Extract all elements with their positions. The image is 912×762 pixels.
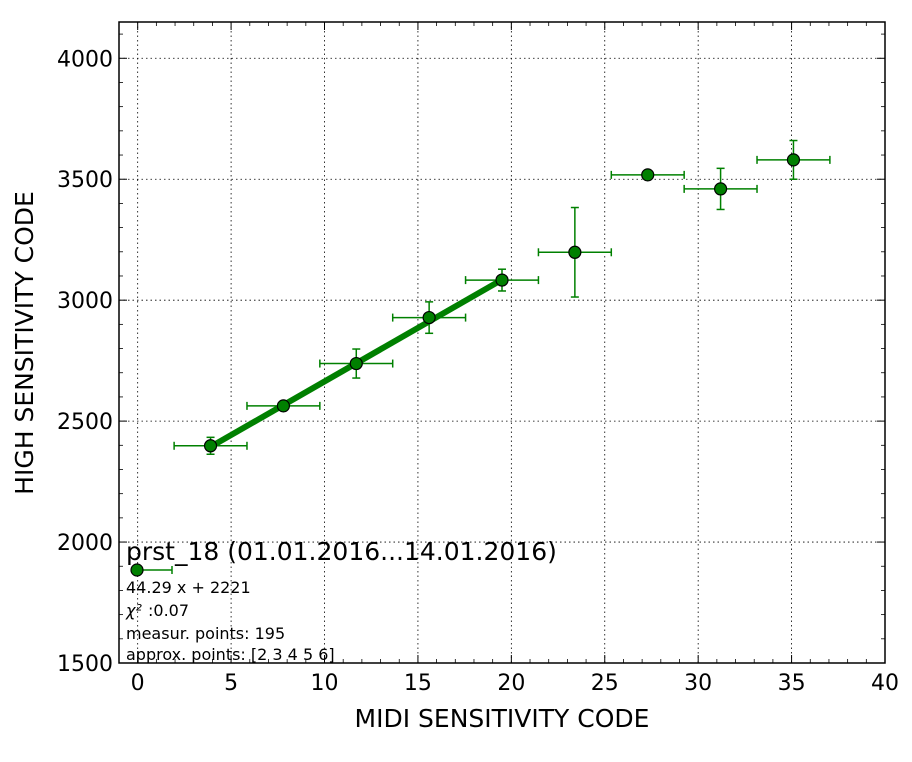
data-point <box>641 168 655 182</box>
x-tick-label: 0 <box>131 671 145 696</box>
x-tick-label: 30 <box>684 671 712 696</box>
x-tick-label: 40 <box>871 671 899 696</box>
data-point <box>568 245 582 259</box>
grid <box>119 22 886 664</box>
y-tick-label: 2500 <box>57 410 113 435</box>
data-point <box>276 399 291 413</box>
x-axis-title: MIDI SENSITIVITY CODE <box>355 704 650 733</box>
y-tick-label: 4000 <box>57 47 113 72</box>
tick-labels: 0 5 10 15 20 25 30 35 40 1500 2000 2500 3000 3500 4000 <box>57 47 899 696</box>
error-bars <box>173 139 831 456</box>
x-tick-label: 25 <box>591 671 619 696</box>
plot-frame <box>118 21 886 664</box>
legend-approx-points: approx. points: [2 3 4 5 6] <box>126 645 335 664</box>
data-point <box>422 310 436 325</box>
y-axis-title: HIGH SENSITIVITY CODE <box>10 191 39 495</box>
data-point <box>349 356 363 371</box>
x-tick-label: 15 <box>404 671 432 696</box>
legend-marker-dot <box>130 563 144 577</box>
y-tick-label: 2000 <box>57 531 113 556</box>
y-tick-label: 1500 <box>57 652 113 677</box>
legend-measur-points: measur. points: 195 <box>126 624 285 643</box>
data-points <box>203 153 801 453</box>
legend: prst_18 (01.01.2016...14.01.2016) 44.29 … <box>125 537 557 664</box>
x-tick-label: 20 <box>497 671 525 696</box>
legend-chi-value: :0.07 <box>148 601 189 620</box>
x-tick-label: 5 <box>224 671 238 696</box>
x-tick-label: 10 <box>311 671 339 696</box>
data-point <box>786 153 801 167</box>
legend-fit-equation: 44.29 x + 2221 <box>126 578 251 597</box>
y-tick-label: 3000 <box>57 289 113 314</box>
legend-chi-symbol: χ² <box>125 601 142 620</box>
legend-title: prst_18 (01.01.2016...14.01.2016) <box>126 537 557 566</box>
x-tick-label: 35 <box>778 671 806 696</box>
data-point <box>495 273 509 287</box>
data-point <box>203 439 218 453</box>
y-tick-label: 3500 <box>57 168 113 193</box>
legend-marker <box>130 563 173 577</box>
axis-ticks <box>119 22 886 664</box>
data-point <box>713 182 728 196</box>
